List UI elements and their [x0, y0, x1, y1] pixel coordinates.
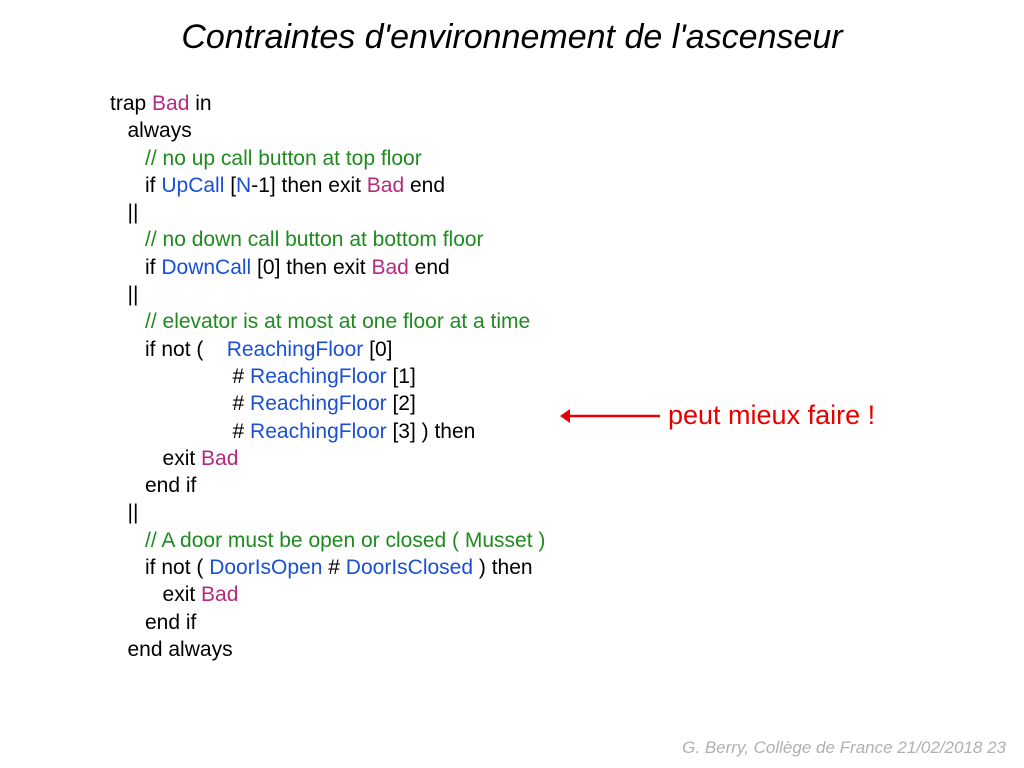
code-token-kw: if not (: [110, 556, 209, 579]
code-token-kw: [0]: [363, 338, 392, 361]
code-token-kw: #: [110, 420, 250, 443]
code-token-kw: [110, 529, 145, 552]
code-line: if not ( DoorIsOpen # DoorIsClosed ) the…: [110, 554, 545, 581]
code-token-cmt: // no up call button at top floor: [145, 147, 422, 170]
code-token-id: DownCall: [161, 256, 251, 279]
slide-footer: G. Berry, Collège de France 21/02/2018 2…: [682, 738, 1006, 758]
code-token-id: N: [236, 174, 251, 197]
code-token-kw: [2]: [387, 392, 416, 415]
code-token-bad: Bad: [152, 92, 189, 115]
slide-title: Contraintes d'environnement de l'ascense…: [0, 18, 1024, 57]
code-token-kw: ) then: [473, 556, 533, 579]
code-token-cmt: // elevator is at most at one floor at a…: [145, 310, 530, 333]
code-line: always: [110, 117, 545, 144]
code-token-kw: [110, 228, 145, 251]
code-token-kw: exit: [110, 447, 201, 470]
code-token-kw: end always: [110, 638, 233, 661]
code-line: exit Bad: [110, 445, 545, 472]
code-line: // elevator is at most at one floor at a…: [110, 308, 545, 335]
code-line: if UpCall [N-1] then exit Bad end: [110, 172, 545, 199]
code-token-kw: [110, 147, 145, 170]
annotation-callout: peut mieux faire !: [560, 400, 875, 431]
code-line: ||: [110, 281, 545, 308]
code-token-kw: ||: [110, 201, 138, 224]
code-token-cmt: // no down call button at bottom floor: [145, 228, 484, 251]
code-token-kw: [110, 310, 145, 333]
code-token-kw: if: [110, 256, 161, 279]
code-line: // no up call button at top floor: [110, 145, 545, 172]
code-token-kw: end: [404, 174, 445, 197]
slide: { "title": { "text": "Contraintes d'envi…: [0, 0, 1024, 768]
code-line: end always: [110, 636, 545, 663]
code-token-cmt: // A door must be open or closed ( Musse…: [145, 529, 545, 552]
code-line: end if: [110, 609, 545, 636]
code-token-bad: Bad: [371, 256, 408, 279]
code-token-kw: always: [110, 119, 192, 142]
code-token-id: ReachingFloor: [250, 392, 387, 415]
code-line: // A door must be open or closed ( Musse…: [110, 527, 545, 554]
code-token-kw: exit: [110, 583, 201, 606]
code-line: # ReachingFloor [2]: [110, 390, 545, 417]
code-token-bad: Bad: [201, 447, 238, 470]
code-token-id: DoorIsOpen: [209, 556, 322, 579]
code-token-id: UpCall: [161, 174, 224, 197]
code-token-kw: [3] ) then: [387, 420, 476, 443]
code-token-kw: [1]: [387, 365, 416, 388]
code-line: # ReachingFloor [3] ) then: [110, 418, 545, 445]
code-token-id: ReachingFloor: [227, 338, 364, 361]
code-line: trap Bad in: [110, 90, 545, 117]
code-token-bad: Bad: [367, 174, 404, 197]
code-token-kw: ||: [110, 501, 138, 524]
code-token-kw: trap: [110, 92, 152, 115]
code-token-id: ReachingFloor: [250, 365, 387, 388]
code-block: trap Bad in always // no up call button …: [110, 90, 545, 663]
code-token-kw: if not (: [110, 338, 227, 361]
code-line: ||: [110, 499, 545, 526]
code-token-kw: in: [189, 92, 211, 115]
code-token-id: DoorIsClosed: [346, 556, 473, 579]
code-token-kw: #: [322, 556, 345, 579]
code-token-kw: end: [409, 256, 450, 279]
code-token-kw: end if: [110, 474, 196, 497]
code-line: exit Bad: [110, 581, 545, 608]
code-line: if not ( ReachingFloor [0]: [110, 336, 545, 363]
code-token-kw: #: [110, 392, 250, 415]
annotation-text: peut mieux faire !: [668, 400, 875, 431]
code-line: if DownCall [0] then exit Bad end: [110, 254, 545, 281]
code-token-kw: -1] then exit: [251, 174, 367, 197]
code-token-kw: [0] then exit: [251, 256, 371, 279]
code-line: end if: [110, 472, 545, 499]
code-line: # ReachingFloor [1]: [110, 363, 545, 390]
code-token-id: ReachingFloor: [250, 420, 387, 443]
code-token-kw: #: [110, 365, 250, 388]
code-token-kw: if: [110, 174, 161, 197]
code-token-bad: Bad: [201, 583, 238, 606]
code-token-kw: end if: [110, 611, 196, 634]
arrow-left-icon: [560, 404, 660, 428]
code-line: // no down call button at bottom floor: [110, 226, 545, 253]
code-token-kw: ||: [110, 283, 138, 306]
code-token-kw: [: [224, 174, 236, 197]
code-line: ||: [110, 199, 545, 226]
